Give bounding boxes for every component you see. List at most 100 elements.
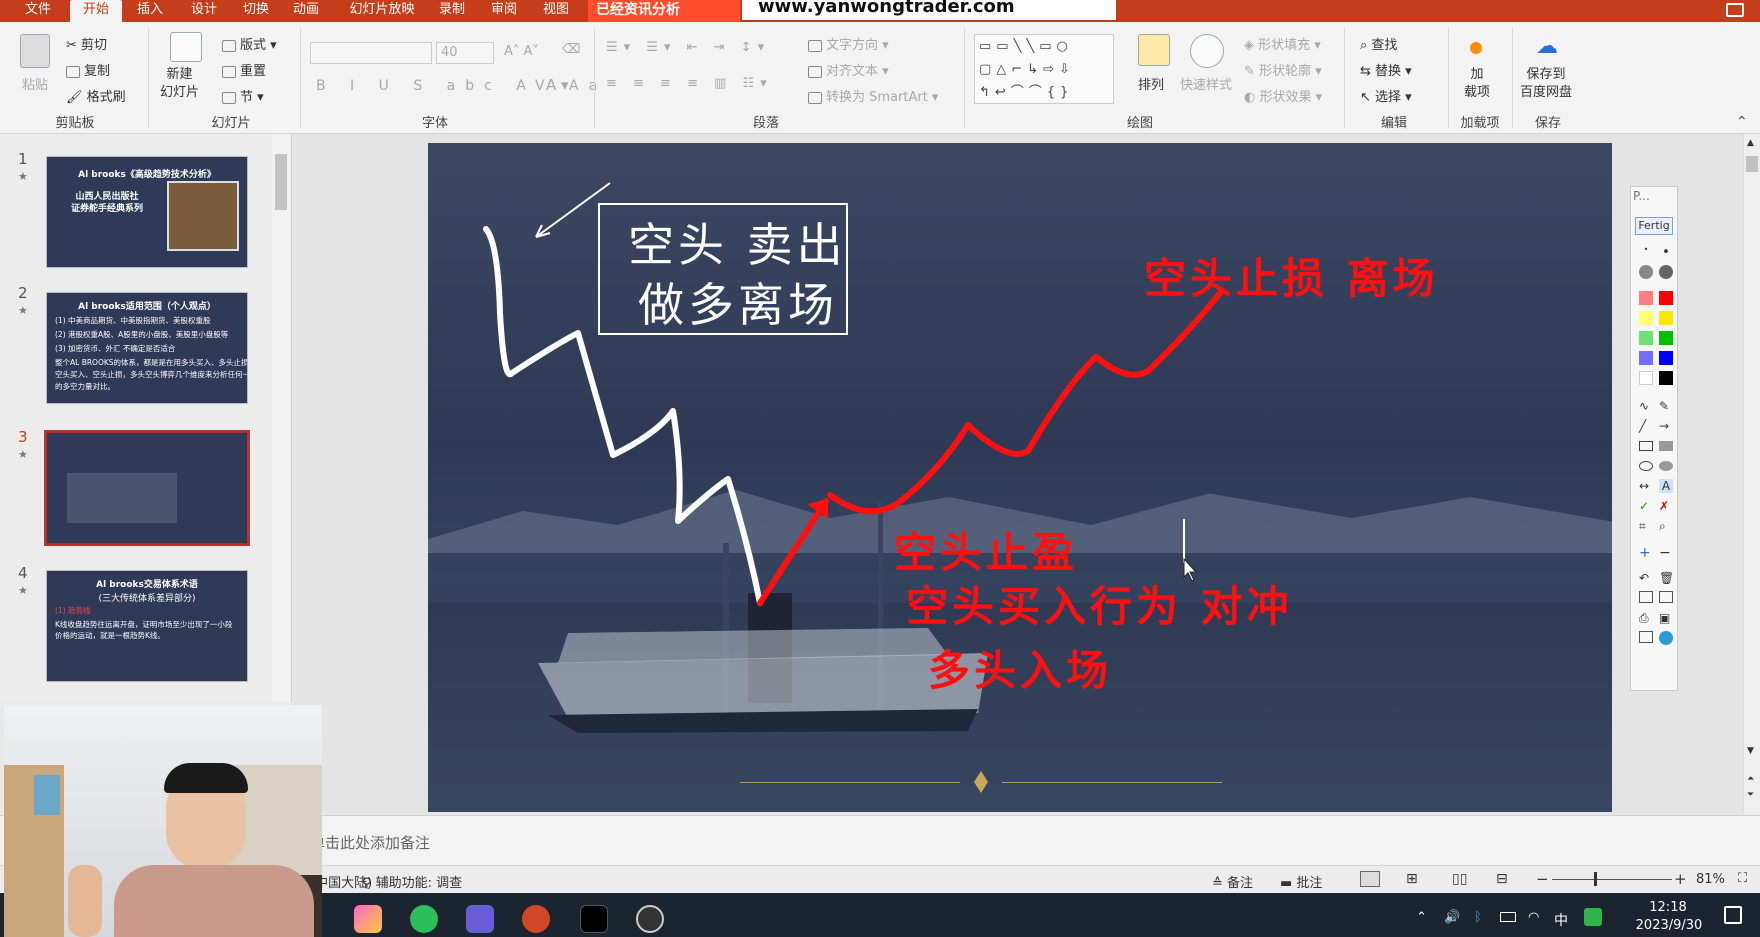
app-icon-recorder[interactable] [636, 905, 664, 933]
arrange-icon[interactable] [1138, 34, 1170, 66]
rectangle-tool-icon[interactable] [1639, 441, 1653, 451]
slide-thumbnail-3[interactable] [44, 430, 250, 546]
cut-button[interactable]: ✂ 剪切 [66, 38, 108, 53]
text-direction-button[interactable]: 文字方向 ▾ [808, 34, 889, 53]
screenshot-icon[interactable] [1639, 631, 1653, 643]
format-painter-button[interactable]: 🖌 格式刷 [66, 90, 126, 105]
copy-page-icon[interactable] [1659, 591, 1673, 603]
slide-sorter-icon[interactable]: ⊞ [1406, 871, 1418, 887]
list-buttons[interactable]: ☰▾ ☰▾ ⇤ ⇥ ↕▾ [606, 40, 771, 55]
color-black-icon[interactable] [1659, 371, 1673, 385]
volume-icon[interactable]: 🔊 [1444, 910, 1461, 925]
color-light-yellow-icon[interactable] [1639, 311, 1653, 325]
tab-home[interactable]: 开始 [70, 0, 122, 22]
color-light-green-icon[interactable] [1639, 331, 1653, 345]
pen-size-small-icon[interactable]: • [1643, 245, 1649, 254]
filled-ellipse-icon[interactable] [1659, 461, 1673, 471]
line-tool-icon[interactable]: ╱ [1639, 419, 1647, 433]
tab-record[interactable]: 录制 [438, 2, 465, 17]
save-baidu-button[interactable]: 保存到 百度网盘 [1520, 67, 1573, 100]
color-yellow-icon[interactable] [1659, 311, 1673, 325]
accessibility-status[interactable]: ⚲ 辅助功能: 调查 [362, 876, 463, 891]
tab-transitions[interactable]: 切换 [242, 2, 269, 17]
ime-indicator[interactable]: 中 [1554, 913, 1568, 929]
text-tool-icon[interactable]: A [1659, 479, 1673, 493]
shape-fill-button[interactable]: ◈ 形状填充 ▾ [1244, 38, 1321, 53]
quick-styles-icon[interactable] [1190, 34, 1224, 68]
arrow-tool-icon[interactable]: → [1659, 419, 1670, 433]
scroll-down-icon[interactable]: ▼ [1747, 746, 1754, 756]
tab-insert[interactable]: 插入 [136, 2, 163, 17]
arrange-button[interactable]: 排列 [1138, 78, 1165, 93]
clock-date[interactable]: 2023/9/30 [1635, 918, 1703, 933]
tab-review[interactable]: 审阅 [490, 2, 517, 17]
pen-size-large-icon[interactable] [1639, 265, 1653, 279]
color-blue-icon[interactable] [1659, 351, 1673, 365]
scroll-up-icon[interactable]: ▲ [1747, 138, 1754, 148]
color-white-icon[interactable] [1639, 371, 1653, 385]
section-button[interactable]: 节 ▾ [222, 86, 264, 105]
align-buttons[interactable]: ≡ ≡ ≡ ≡ ▥ ☷▾ [606, 76, 773, 91]
scroll-thumb[interactable] [1746, 156, 1758, 172]
tab-design[interactable]: 设计 [190, 2, 217, 17]
print-icon[interactable]: ⎙ [1639, 611, 1649, 625]
pen-size-xlarge-icon[interactable] [1659, 265, 1673, 279]
add-icon[interactable]: + [1639, 545, 1651, 561]
filled-rectangle-icon[interactable] [1659, 441, 1673, 451]
tab-view[interactable]: 视图 [542, 2, 569, 17]
zoom-in-icon[interactable]: + [1674, 870, 1687, 888]
addins-button[interactable]: 加 载项 [1464, 67, 1491, 100]
shape-effects-button[interactable]: ◐ 形状效果 ▾ [1244, 90, 1323, 105]
color-pink-icon[interactable] [1639, 291, 1653, 305]
freehand-pen-icon[interactable]: ∿ [1639, 399, 1650, 413]
minus-icon[interactable]: − [1659, 545, 1671, 561]
next-slide-icon[interactable]: ⏷ [1747, 790, 1755, 800]
slide-scrollbar[interactable]: ▲ ▼ ⏶ ⏷ [1743, 134, 1760, 814]
zoom-out-icon[interactable]: − [1536, 870, 1549, 888]
comments-toggle-button[interactable]: ▬ 批注 [1280, 876, 1323, 891]
new-slide-button[interactable]: 新建 幻灯片 [160, 67, 200, 100]
addins-icon[interactable] [1470, 42, 1482, 54]
smartart-button[interactable]: 转换为 SmartArt ▾ [808, 86, 938, 105]
font-size-select[interactable]: 40 [436, 42, 494, 64]
align-text-button[interactable]: 对齐文本 ▾ [808, 60, 889, 79]
layout-button[interactable]: 版式 ▾ [222, 34, 277, 53]
shape-outline-button[interactable]: ✎ 形状轮廓 ▾ [1244, 64, 1322, 79]
app-icon-photos[interactable] [354, 905, 382, 933]
double-arrow-icon[interactable]: ↔ [1639, 479, 1650, 493]
shapes-gallery[interactable]: ▭▭╲╲▭○ ▢△⌐↳⇨⇩ ↰↩⌒⌒{} [974, 34, 1114, 104]
font-style-buttons[interactable]: B I U S abc AV Aa [316, 78, 608, 94]
clock-time[interactable]: 12:18 [1649, 900, 1687, 915]
notes-toggle-button[interactable]: ≙ 备注 [1212, 876, 1254, 891]
paste-icon[interactable] [20, 34, 50, 68]
slide-thumbnail-1[interactable]: Al brooks《高级趋势技术分析》 山西人民出版社 证券舵手经典系列 [46, 156, 248, 268]
reading-view-icon[interactable]: ▯▯ [1452, 871, 1468, 887]
crop-icon[interactable]: ⌗ [1639, 519, 1646, 533]
font-family-select[interactable] [310, 42, 432, 64]
quick-styles-button[interactable]: 快速样式 [1180, 78, 1233, 93]
prev-slide-icon[interactable]: ⏶ [1747, 774, 1755, 784]
zoom-slider[interactable] [1552, 879, 1672, 880]
increase-font-icon[interactable]: A˄ A˅ [504, 44, 539, 59]
comment-icon[interactable] [1726, 3, 1744, 17]
find-button[interactable]: ⌕ 查找 [1360, 38, 1398, 53]
app-icon-powerpoint[interactable] [522, 905, 550, 933]
color-red-icon[interactable] [1659, 291, 1673, 305]
clear-format-icon[interactable]: ⌫ [562, 42, 581, 57]
tray-app-icon[interactable] [1584, 908, 1602, 926]
fit-slide-icon[interactable]: ⛶ [1738, 871, 1748, 886]
pen-tool-done-button[interactable]: Fertig [1635, 217, 1673, 235]
undo-icon[interactable]: ↶ [1639, 571, 1650, 585]
zoom-level[interactable]: 81% [1696, 872, 1725, 887]
tab-slideshow[interactable]: 幻灯片放映 [349, 2, 415, 17]
wifi-icon[interactable]: ◠ [1528, 910, 1540, 925]
current-slide[interactable]: 空头 卖出 做多离场 空头止损 离场 空头止盈 空头买入行为 对冲 多头入场 [428, 143, 1612, 812]
color-light-blue-icon[interactable] [1639, 351, 1653, 365]
cross-mark-icon[interactable]: ✗ [1659, 499, 1670, 513]
language-status[interactable]: (中国大陆) [310, 876, 373, 891]
slide-thumbnail-4[interactable]: Al brooks交易体系术语 (三大传统体系差异部分) (1) 趋势线 K线收… [46, 570, 248, 682]
info-icon[interactable] [1659, 631, 1673, 645]
new-slide-icon[interactable] [170, 32, 202, 62]
ellipse-tool-icon[interactable] [1639, 461, 1653, 471]
notification-icon[interactable] [1724, 906, 1742, 924]
